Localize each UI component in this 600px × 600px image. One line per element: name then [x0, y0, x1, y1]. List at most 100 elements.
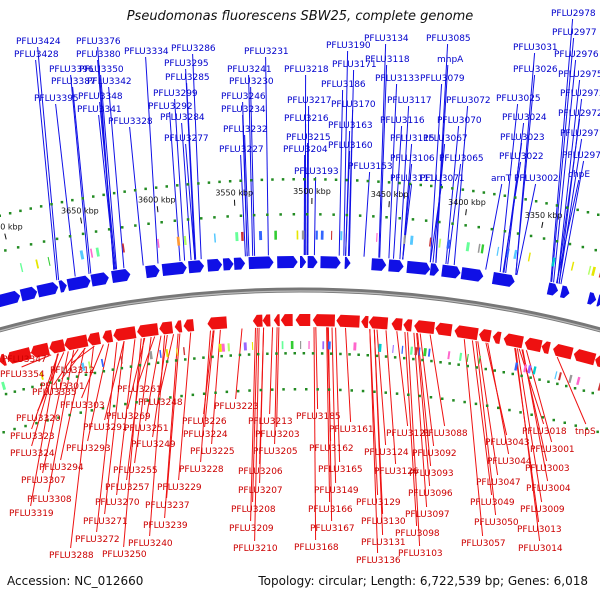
gc-dot [211, 355, 214, 359]
gc-dot [403, 356, 406, 360]
forward-gene-label: PFLU3387 [51, 77, 96, 87]
reverse-gene-label: PFLU3203 [255, 430, 300, 440]
forward-callout-line [186, 82, 197, 260]
reverse-callout-line [413, 332, 428, 508]
feature-bar [423, 348, 427, 357]
forward-gene-arrow [161, 261, 187, 277]
gc-dot [207, 181, 211, 184]
gc-dot [146, 399, 149, 402]
gc-dot [57, 416, 60, 419]
reverse-gene-arrow [336, 314, 360, 328]
feature-bar [81, 362, 86, 371]
forward-gene-label: PFLU3232 [223, 125, 268, 135]
gc-dot [147, 362, 151, 366]
reverse-gene-arrow [7, 347, 32, 364]
feature-bar [570, 261, 575, 271]
reverse-callout-line [385, 330, 397, 465]
feature-bar [401, 345, 404, 354]
forward-callout-line [556, 179, 580, 284]
gc-dot [228, 180, 232, 183]
forward-gene-label: PFLU3067 [423, 134, 468, 144]
reverse-callout-line [417, 333, 432, 467]
forward-gene-label: PFLU3025 [496, 94, 541, 104]
gc-dot [316, 388, 319, 391]
forward-gene-label: arnT [491, 174, 512, 184]
gc-dot [594, 248, 597, 252]
gc-dot [555, 240, 559, 243]
forward-gene-label: PFLU2971 [560, 129, 600, 139]
gc-dot [252, 213, 256, 217]
reverse-gene-arrow [0, 353, 7, 366]
gc-dot [408, 182, 412, 186]
reverse-gene-label: PFLU3312 [50, 366, 95, 376]
gc-dot [236, 389, 240, 393]
forward-gene-label: PFLU3134 [364, 34, 409, 44]
gc-dot [305, 388, 308, 391]
forward-gene-label: PFLU3341 [77, 105, 122, 115]
forward-callout-line [265, 56, 269, 256]
reverse-callout-line [369, 329, 379, 554]
forward-callout-line [100, 74, 118, 270]
feature-bar [221, 343, 226, 352]
forward-callout-line [145, 56, 159, 264]
forward-gene-label: PFLU3299 [153, 89, 198, 99]
gc-dot [186, 218, 190, 221]
reverse-gene-label: PFLU3018 [522, 427, 567, 437]
feature-bar [418, 347, 421, 356]
forward-gene-label: PFLU3376 [76, 37, 121, 47]
reverse-gene-label: PFLU3228 [179, 465, 224, 475]
reverse-callout-line [104, 340, 125, 421]
reverse-gene-arrow [312, 314, 336, 327]
gc-dot [248, 389, 251, 392]
gc-dot [472, 189, 475, 193]
forward-gene-arrow [66, 275, 91, 291]
forward-callout-line [129, 126, 144, 266]
feature-bar [587, 265, 592, 275]
scale-tick [4, 233, 7, 240]
feature-bar [527, 365, 532, 374]
forward-gene-label: PFLU3023 [500, 133, 545, 143]
gc-dot [320, 352, 324, 355]
feature-bar [79, 250, 85, 260]
forward-gene-label: PFLU3170 [331, 100, 376, 110]
forward-gene-label: PFLU3328 [108, 117, 153, 127]
forward-callout-line [240, 154, 246, 257]
forward-gene-arrow [207, 258, 223, 272]
backbone-highlight [0, 290, 600, 332]
gc-dot [566, 206, 569, 209]
forward-gene-arrow [587, 292, 597, 305]
feature-bar [378, 343, 382, 353]
gc-dot [568, 242, 572, 246]
reverse-gene-label: PFLU3354 [0, 370, 45, 380]
reverse-gene-label: PFLU3166 [308, 505, 353, 515]
feature-bar [554, 371, 558, 380]
forward-callout-line [378, 43, 387, 258]
gc-dot [120, 366, 124, 370]
gc-dot [541, 416, 544, 419]
feature-bar [447, 351, 451, 360]
bottom-gene-labels: PFLU3347 PFLU3354 PFLU3312 PFLU3335PFLU3301… [0, 355, 596, 566]
forward-callout-line [181, 122, 192, 261]
forward-gene-label: PFLU3230 [229, 77, 274, 87]
gc-dot [585, 427, 588, 430]
reverse-gene-label: PFLU3207 [238, 486, 283, 496]
feature-bar [409, 346, 414, 355]
reverse-gene-label: PFLU3124 [364, 448, 409, 458]
gc-dot [220, 354, 223, 358]
scale-tick-label: 3400 kbp [448, 198, 486, 207]
gc-dot [373, 390, 376, 393]
feature-bar [414, 347, 418, 356]
topology-text: Topology: circular; Length: 6,722,539 bp… [258, 574, 588, 588]
gc-dot [464, 224, 467, 227]
gc-dot [430, 184, 433, 188]
gc-dot [463, 400, 466, 404]
reverse-gene-arrow [368, 316, 389, 330]
gc-dot [393, 356, 397, 359]
gc-dot [71, 198, 74, 202]
reverse-gene-label: PFLU3001 [530, 445, 575, 455]
reverse-gene-arrow [524, 337, 543, 353]
reverse-callout-line [313, 327, 317, 541]
forward-gene-label: PFLU3234 [221, 105, 266, 115]
forward-callout-line [453, 105, 469, 266]
reverse-gene-label: PFLU3130 [361, 517, 406, 527]
